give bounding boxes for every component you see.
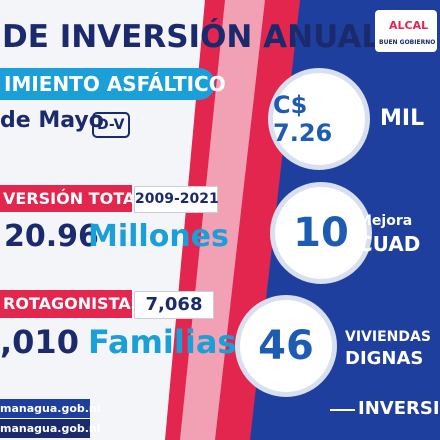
investment-period: 2009-2021 xyxy=(134,186,219,213)
pink-stripe xyxy=(180,0,265,440)
protagonists-label: ROTAGONISTAS xyxy=(0,290,142,318)
stat-label: Mejora xyxy=(358,213,413,229)
stat-circle: 46 xyxy=(235,295,337,397)
stat-label: VIVIENDAS xyxy=(345,329,431,345)
date: de Mayo xyxy=(0,108,104,133)
investment-unit: Millones xyxy=(88,219,229,254)
stat-label: CUAD xyxy=(358,232,421,256)
footer-right: INVERSIÓ xyxy=(358,398,440,419)
logo: ALCAL BUEN GOBIERNO xyxy=(375,10,437,52)
stat-label: DIGNAS xyxy=(345,348,424,369)
families-unit: Familias xyxy=(88,323,237,361)
subtitle: IMIENTO ASFÁLTICO xyxy=(0,68,226,100)
protagonists-count: 7,068 xyxy=(134,291,214,319)
investment-amount: 20.96 xyxy=(4,219,99,254)
website: managua.gob.ni xyxy=(0,399,101,418)
logo-name: ALCAL xyxy=(389,19,429,32)
families-count: ,010 xyxy=(0,323,79,361)
stat-circle: C$ 7.26 xyxy=(268,68,370,170)
date-tag: D-V xyxy=(92,112,130,138)
investment-label: VERSIÓN TOTAL xyxy=(0,185,145,212)
title: DE INVERSIÓN ANUAL xyxy=(2,19,382,55)
stat-circle: 10 xyxy=(270,182,372,284)
logo-motto: BUEN GOBIERNO xyxy=(379,39,436,46)
website: managua.gob.ni xyxy=(0,419,101,438)
stat-label: MIL xyxy=(380,106,425,131)
